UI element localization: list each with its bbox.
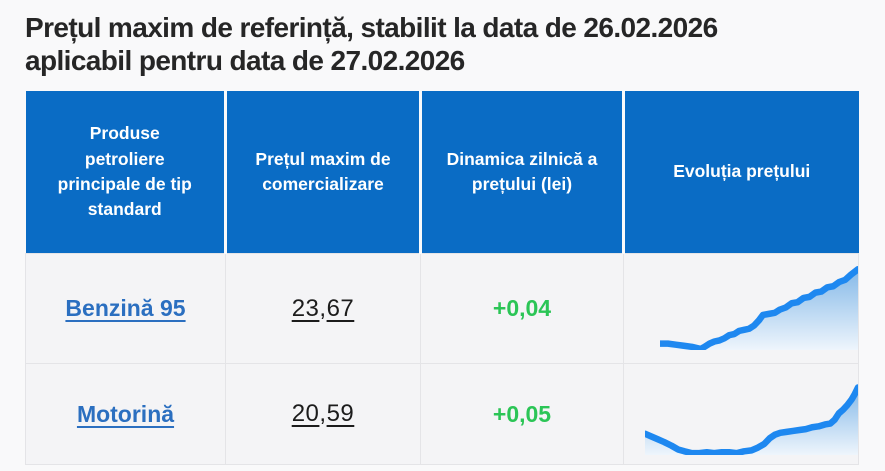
product-cell: Benzină 95 — [25, 253, 226, 365]
max-price-cell: 20,59 — [225, 363, 421, 466]
table-header-row: Produse petroliere principale de tip sta… — [25, 90, 859, 254]
product-link-motorina[interactable]: Motorină — [76, 400, 175, 427]
daily-change-value: +0,04 — [492, 295, 552, 322]
price-evolution-cell — [623, 253, 859, 365]
price-evolution-cell — [623, 363, 859, 466]
column-header-products: Produse petroliere principale de tip sta… — [25, 90, 227, 254]
daily-change-cell: +0,05 — [420, 363, 624, 466]
table-row-benzina-95: Benzină 95 23,67 +0,04 — [25, 253, 859, 365]
max-price-value[interactable]: 23,67 — [291, 294, 355, 322]
price-evolution-sparkline — [660, 265, 858, 351]
max-price-cell: 23,67 — [225, 253, 421, 365]
product-link-benzina-95[interactable]: Benzină 95 — [65, 295, 186, 322]
product-cell: Motorină — [25, 363, 226, 466]
column-header-daily-change: Dinamica zilnică a prețului (lei) — [420, 90, 625, 254]
daily-change-cell: +0,04 — [420, 253, 624, 365]
page-title-line-1: Prețul maxim de referință, stabilit la d… — [25, 12, 718, 43]
table-row-motorina: Motorină 20,59 +0,05 — [25, 363, 859, 466]
price-evolution-sparkline — [645, 381, 858, 456]
max-price-value[interactable]: 20,59 — [291, 400, 355, 428]
page-title: Prețul maxim de referință, stabilit la d… — [25, 11, 858, 78]
daily-change-value: +0,05 — [492, 400, 552, 427]
column-header-max-price: Prețul maxim de comercializare — [225, 90, 422, 254]
fuel-price-table: Produse petroliere principale de tip sta… — [25, 90, 859, 466]
column-header-price-evolution: Evoluția prețului — [623, 90, 859, 254]
page-title-line-2: aplicabil pentru data de 27.02.2026 — [25, 45, 465, 77]
